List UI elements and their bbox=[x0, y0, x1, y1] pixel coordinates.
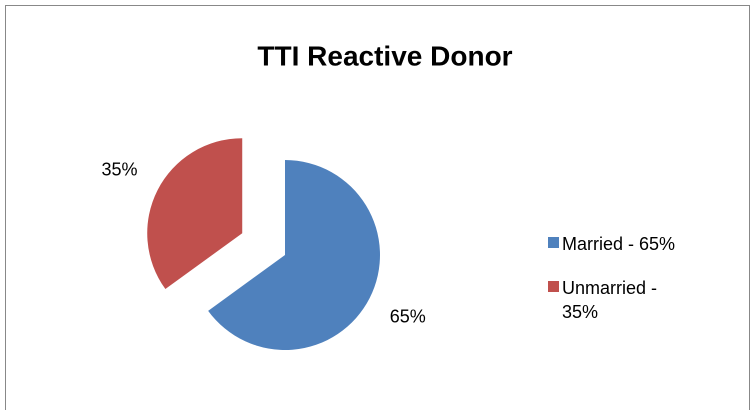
pie-slice bbox=[147, 138, 243, 290]
legend: Married - 65% Unmarried - 35% bbox=[548, 232, 698, 344]
chart-border bbox=[5, 5, 750, 415]
data-label: 35% bbox=[101, 159, 137, 179]
chart-title: TTI Reactive Donor bbox=[257, 40, 512, 71]
legend-swatch bbox=[548, 237, 559, 248]
pie-slice bbox=[208, 160, 380, 350]
legend-label: Married - 65% bbox=[562, 234, 676, 254]
legend-item: Unmarried - 35% bbox=[548, 276, 698, 324]
data-label: 65% bbox=[390, 306, 426, 326]
legend-item: Married - 65% bbox=[548, 232, 698, 256]
legend-label: Unmarried - 35% bbox=[562, 278, 658, 322]
legend-swatch bbox=[548, 281, 559, 292]
